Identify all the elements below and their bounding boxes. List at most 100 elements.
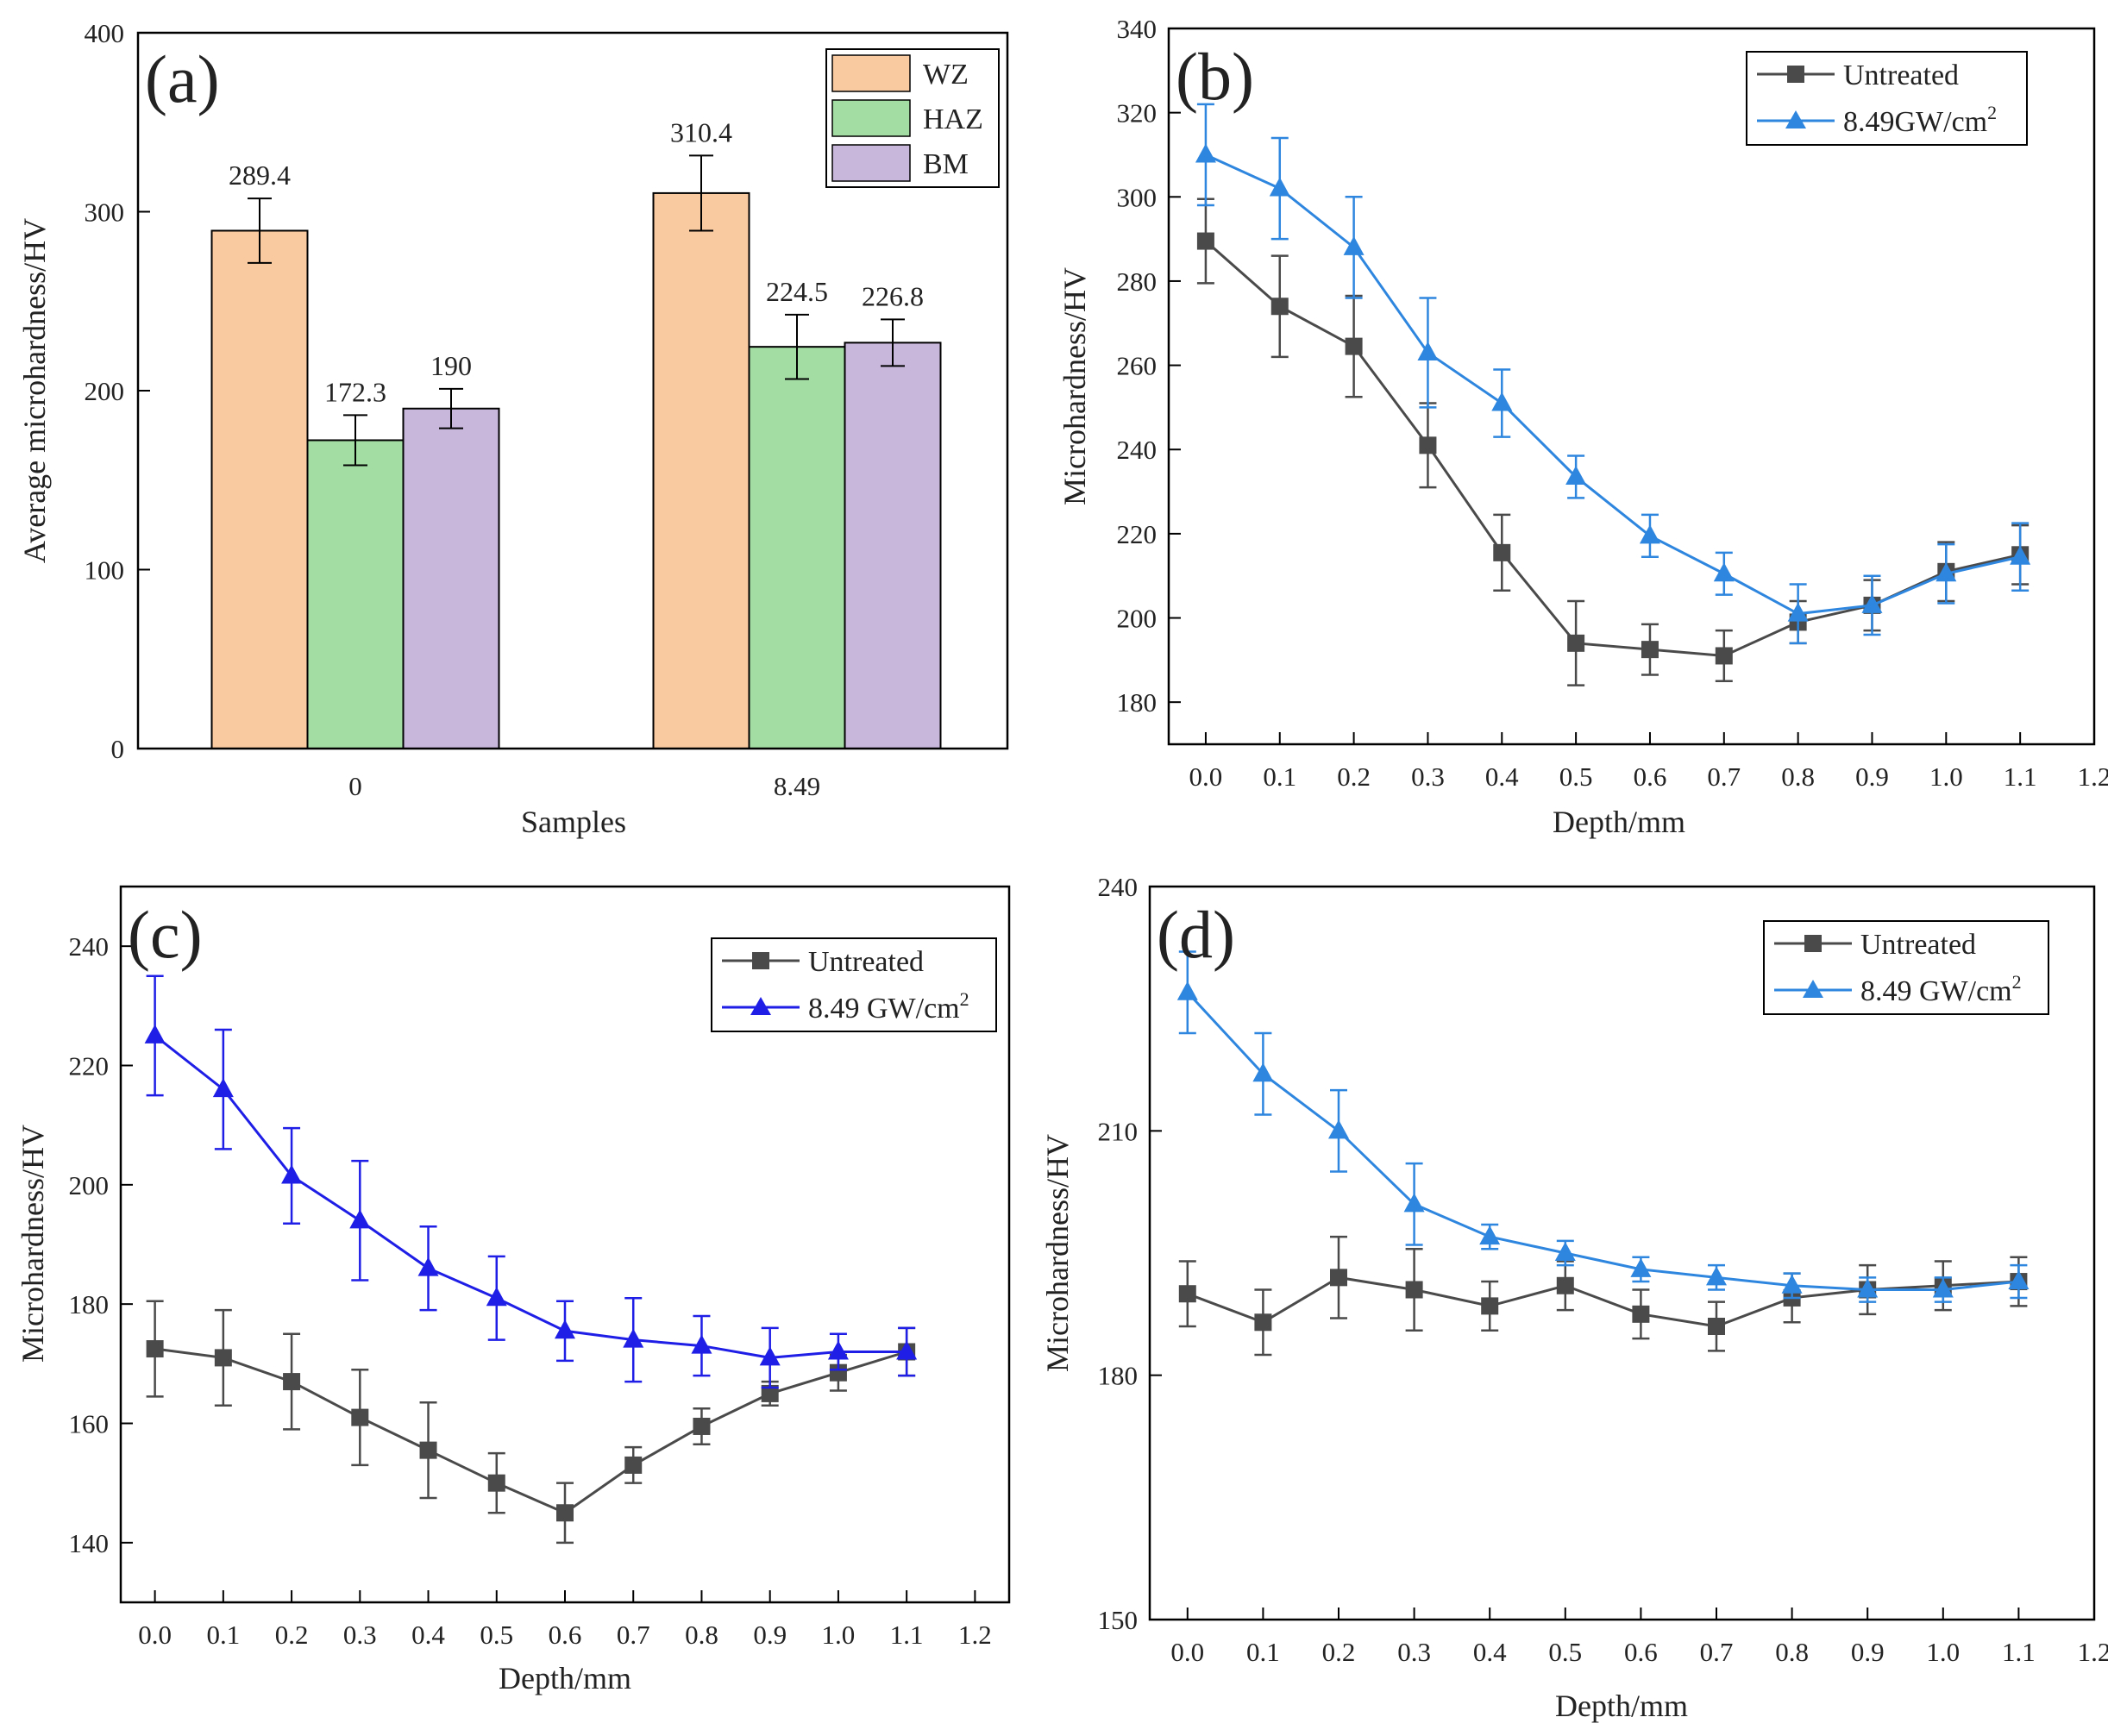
panel-d-line-treated <box>1186 991 2019 1291</box>
panel-b-ytick-label: 320 <box>1117 98 1158 128</box>
panel-d-point-treated <box>1706 1266 1727 1286</box>
panel-d-point-treated <box>1403 1193 1425 1213</box>
panel-d-point-treated <box>1176 981 1198 1000</box>
panel-c-point-untreated <box>419 1441 437 1459</box>
panel-d-ylabel: Microhardness/HV <box>1040 1134 1075 1372</box>
panel-c-point-treated <box>623 1328 644 1348</box>
panel-a-ylabel: Average microhardness/HV <box>17 218 52 563</box>
panel-c-point-treated <box>896 1340 918 1360</box>
panel-d-legend-marker-treated <box>1803 980 1823 998</box>
panel-c-point-treated <box>281 1164 303 1184</box>
panel-b-legend-label-treated-sup: 2 <box>1987 102 1997 123</box>
panel-b-xtick-label: 0.6 <box>1634 761 1667 792</box>
panel-d-label: (d) <box>1157 897 1235 972</box>
panel-d-point-treated <box>1479 1225 1501 1245</box>
panel-a-data-label: 190 <box>430 350 472 381</box>
panel-d-point-untreated <box>1708 1318 1725 1335</box>
panel-b-point-treated <box>1861 593 1883 613</box>
panel-b-xlabel: Depth/mm <box>1553 805 1685 839</box>
panel-a-data-label: 310.4 <box>670 116 732 147</box>
panel-a-data-label: 172.3 <box>324 376 386 407</box>
panel-c-point-untreated <box>761 1384 779 1402</box>
panel-b-point-treated <box>1343 235 1365 255</box>
panel-a-legend-label-haz: HAZ <box>923 103 983 135</box>
panel-a-bar <box>844 342 942 749</box>
panel-b-point-treated <box>1491 392 1513 411</box>
panel-c-xlabel: Depth/mm <box>499 1661 631 1695</box>
panel-b-frame <box>1167 27 2096 746</box>
panel-c-xtick-label: 0.8 <box>685 1620 718 1650</box>
panel-c-point-treated <box>417 1257 439 1276</box>
panel-b-xtick-label: 0.4 <box>1485 761 1519 792</box>
panel-c-xtick-label: 0.1 <box>206 1620 240 1650</box>
panel-d-xtick-label: 0.3 <box>1397 1637 1431 1667</box>
panel-a-bar <box>210 229 309 749</box>
panel-c-xtick-label: 1.1 <box>890 1620 924 1650</box>
panel-d-point-untreated <box>1632 1305 1650 1323</box>
panel-a-legend-label-wz: WZ <box>923 59 969 91</box>
panel-d-point-untreated <box>1178 1285 1196 1303</box>
panel-b-point-treated <box>1565 465 1587 485</box>
panel-b-ytick-label: 340 <box>1117 14 1158 44</box>
panel-a-bar <box>306 439 405 749</box>
panel-d-marks: 150 180 210 240 0.0 0.1 0.2 0.3 0.4 0.5 0.6 0.7 0.8 0… <box>1098 872 2108 1667</box>
panel-c-xtick-label: 1.2 <box>958 1620 992 1650</box>
panel-a-data-label: 289.4 <box>229 160 291 191</box>
panel-c-point-treated <box>555 1319 575 1339</box>
panel-c-point-untreated <box>487 1474 505 1492</box>
panel-d-legend: Untreated 8.49 GW/cm2 <box>1763 920 2049 1015</box>
panel-c-ytick-label: 160 <box>69 1409 110 1439</box>
panel-c-point-untreated <box>214 1349 232 1367</box>
panel-d-xtick-label: 0.8 <box>1775 1637 1809 1667</box>
panel-a-legend-swatch-bm <box>831 144 911 182</box>
panel-b-xtick-label: 1.0 <box>1929 761 1963 792</box>
panel-c-point-treated <box>691 1334 712 1354</box>
panel-c: 140 160 180 200 220 240 0.0 0.1 0.2 0.3 0.4 0.5 0.6 0… <box>16 885 1011 1695</box>
panel-d-xtick-label: 0.9 <box>1851 1637 1885 1667</box>
panel-b-legend: Untreated 8.49GW/cm2 <box>1746 51 2028 146</box>
panel-b-point-untreated <box>1641 641 1659 659</box>
panel-c-point-untreated <box>351 1408 369 1426</box>
panel-c-ylabel: Microhardness/HV <box>16 1125 50 1363</box>
panel-a-bar <box>402 407 500 749</box>
panel-c-ytick-label: 140 <box>69 1528 110 1558</box>
panel-a-bar <box>652 191 750 750</box>
panel-d-point-untreated <box>1481 1297 1499 1315</box>
panel-d-ytick-label: 180 <box>1098 1361 1139 1391</box>
panel-b-point-treated <box>1417 341 1439 360</box>
panel-c-xtick-label: 1.0 <box>822 1620 856 1650</box>
panel-b-legend-marker-untreated <box>1787 66 1804 83</box>
panel-d-point-treated <box>1781 1274 1803 1294</box>
panel-b: 180 200 220 240 260 280 300 320 340 0.0 0.1 0.2 0.3 0… <box>1057 14 2108 839</box>
panel-b-xtick-label: 0.1 <box>1263 761 1296 792</box>
panel-b-point-untreated <box>1419 436 1437 454</box>
panel-a-legend-label-bm: BM <box>923 148 969 180</box>
panel-b-legend-label-treated-main: 8.49GW/cm <box>1843 106 1987 138</box>
panel-c-xtick-label: 0.5 <box>480 1620 513 1650</box>
panel-c-point-untreated <box>829 1363 847 1382</box>
panel-c-ytick-label: 200 <box>69 1170 110 1200</box>
panel-a-label: (a) <box>145 41 220 116</box>
panel-b-legend-marker-treated <box>1785 110 1806 128</box>
panel-a-frame <box>136 31 1009 750</box>
panel-c-line-treated <box>154 1034 907 1359</box>
panel-d-point-untreated <box>1556 1276 1574 1294</box>
panel-c-ytick-label: 180 <box>69 1289 110 1319</box>
panel-b-xtick-label: 1.2 <box>2078 761 2108 792</box>
panel-b-marks: 180 200 220 240 260 280 300 320 340 0.0 0.1 0.2 0.3 0… <box>1117 14 2108 792</box>
panel-b-legend-label-untreated: Untreated <box>1843 60 1959 91</box>
panel-b-point-treated <box>1935 562 1957 582</box>
panel-d-point-untreated <box>1254 1313 1272 1332</box>
panel-c-legend-label-untreated: Untreated <box>808 946 924 978</box>
panel-d-xtick-label: 0.2 <box>1322 1637 1356 1667</box>
panel-c-point-untreated <box>556 1504 574 1522</box>
panel-b-point-untreated <box>1196 232 1214 250</box>
panel-d: 150 180 210 240 0.0 0.1 0.2 0.3 0.4 0.5 0.6 0.7 0.8 0… <box>1040 872 2108 1723</box>
panel-d-xtick-label: 0.6 <box>1624 1637 1658 1667</box>
panel-b-point-treated <box>1195 143 1216 163</box>
panel-b-point-untreated <box>1493 543 1511 561</box>
panel-d-point-treated <box>1932 1278 1954 1298</box>
panel-c-point-untreated <box>624 1456 643 1474</box>
panel-d-point-treated <box>1252 1062 1274 1082</box>
